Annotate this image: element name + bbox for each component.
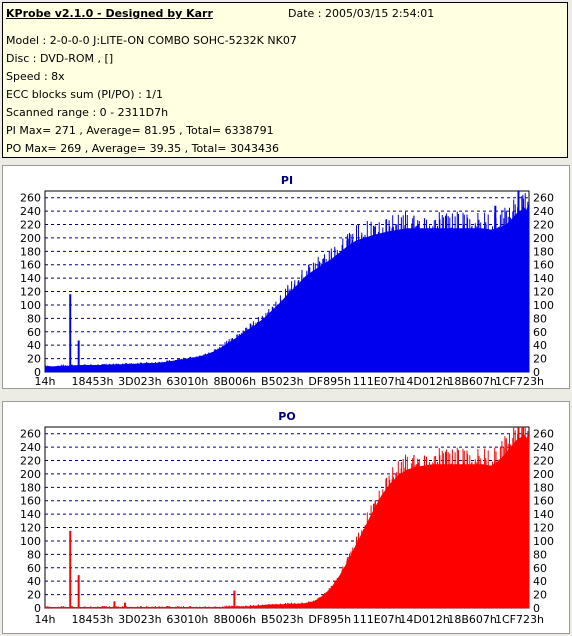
pi-x-tick: 63010h [166,375,208,388]
pi-x-tick: 14D012h [399,375,449,388]
pi-y-tick-right: 220 [533,219,554,232]
pi-y-tick-right: 200 [533,232,554,245]
po-x-tick: 111E07h [353,613,402,626]
po-y-tick-left: 20 [27,589,41,602]
pi-chart-panel: 0 0 20 20 40 40 60 60 80 80 100 100 120 120 140 140 160 1… [2,165,570,389]
po-y-tick-right: 120 [533,522,554,535]
scan-date: Date : 2005/03/15 2:54:01 [288,7,435,20]
pi-x-tick: 1CF723h [495,375,544,388]
pi-x-tick: 8B006h [214,375,257,388]
pi-y-tick-right: 160 [533,259,554,272]
pi-y-tick-right: 260 [533,192,554,205]
po-y-tick-left: 120 [20,522,41,535]
pi-y-tick-left: 120 [20,286,41,299]
pi-y-tick-left: 80 [27,312,41,325]
po-x-tick: 1CF723h [495,613,544,626]
po-y-tick-right: 220 [533,455,554,468]
po-chart-panel: 0 0 20 20 40 40 60 60 80 80 100 100 120 120 140 140 160 1… [2,401,570,634]
po-y-tick-left: 200 [20,468,41,481]
po-x-tick: 14h [35,613,56,626]
po-y-tick-right: 140 [533,508,554,521]
po-y-tick-left: 220 [20,455,41,468]
po-x-tick: 8B006h [214,613,257,626]
pi-chart-title: PI [281,174,293,187]
info-panel: KProbe v2.1.0 - Designed by Karr Date : … [2,2,568,158]
pi-y-tick-left: 40 [27,339,41,352]
po-y-tick-right: 20 [533,589,547,602]
po-y-tick-left: 60 [27,562,41,575]
po-y-tick-left: 80 [27,548,41,561]
po-x-tick: 18453h [72,613,114,626]
po-y-tick-right: 40 [533,575,547,588]
info-line-speed: Speed : 8x [6,70,65,83]
pi-y-tick-right: 140 [533,272,554,285]
info-line-po-stats: PO Max= 269 , Average= 39.35 , Total= 30… [6,142,279,155]
pi-y-tick-right: 180 [533,245,554,258]
pi-y-tick-left: 60 [27,326,41,339]
po-y-tick-right: 200 [533,468,554,481]
pi-x-tick: B5023h [261,375,304,388]
po-y-tick-left: 140 [20,508,41,521]
pi-y-tick-right: 20 [533,353,547,366]
po-y-tick-right: 0 [533,602,540,615]
pi-y-tick-left: 180 [20,245,41,258]
pi-x-tick: DF895h [308,375,351,388]
po-y-tick-right: 240 [533,441,554,454]
info-line-range: Scanned range : 0 - 2311D7h [6,106,169,119]
pi-y-tick-left: 0 [34,366,41,379]
pi-y-tick-right: 120 [533,286,554,299]
po-y-tick-right: 180 [533,481,554,494]
pi-y-tick-left: 100 [20,299,41,312]
po-y-tick-left: 160 [20,495,41,508]
po-x-tick: 18B607h [447,613,497,626]
po-x-tick: 63010h [166,613,208,626]
pi-y-tick-left: 240 [20,205,41,218]
pi-y-tick-left: 220 [20,219,41,232]
pi-x-tick: 3D023h [118,375,161,388]
po-y-tick-right: 260 [533,428,554,441]
info-line-model: Model : 2-0-0-0 J:LITE-ON COMBO SOHC-523… [6,34,297,47]
pi-x-tick: 111E07h [353,375,402,388]
pi-y-tick-left: 20 [27,353,41,366]
pi-y-tick-right: 40 [533,339,547,352]
pi-x-tick: 14h [35,375,56,388]
po-y-tick-left: 240 [20,441,41,454]
pi-y-tick-left: 200 [20,232,41,245]
pi-y-tick-right: 60 [533,326,547,339]
pi-y-tick-left: 140 [20,272,41,285]
pi-x-tick: 18B607h [447,375,497,388]
po-y-tick-right: 100 [533,535,554,548]
pi-y-tick-right: 100 [533,299,554,312]
po-y-tick-left: 0 [34,602,41,615]
pi-x-tick: 18453h [72,375,114,388]
po-y-tick-right: 60 [533,562,547,575]
pi-y-tick-right: 0 [533,366,540,379]
app-title: KProbe v2.1.0 - Designed by Karr [6,7,213,20]
po-chart-title: PO [278,410,295,423]
po-x-tick: B5023h [261,613,304,626]
po-y-tick-left: 40 [27,575,41,588]
info-line-pi-stats: PI Max= 271 , Average= 81.95 , Total= 63… [6,124,274,137]
po-x-tick: 3D023h [118,613,161,626]
po-y-tick-right: 80 [533,548,547,561]
pi-y-tick-left: 260 [20,192,41,205]
po-x-tick: DF895h [308,613,351,626]
pi-y-tick-right: 240 [533,205,554,218]
pi-y-tick-right: 80 [533,312,547,325]
po-y-tick-left: 100 [20,535,41,548]
po-x-tick: 14D012h [399,613,449,626]
pi-y-tick-left: 160 [20,259,41,272]
po-y-tick-left: 260 [20,428,41,441]
po-y-tick-left: 180 [20,481,41,494]
po-y-tick-right: 160 [533,495,554,508]
info-line-disc: Disc : DVD-ROM , [] [6,52,114,65]
info-line-ecc: ECC blocks sum (PI/PO) : 1/1 [6,88,163,101]
